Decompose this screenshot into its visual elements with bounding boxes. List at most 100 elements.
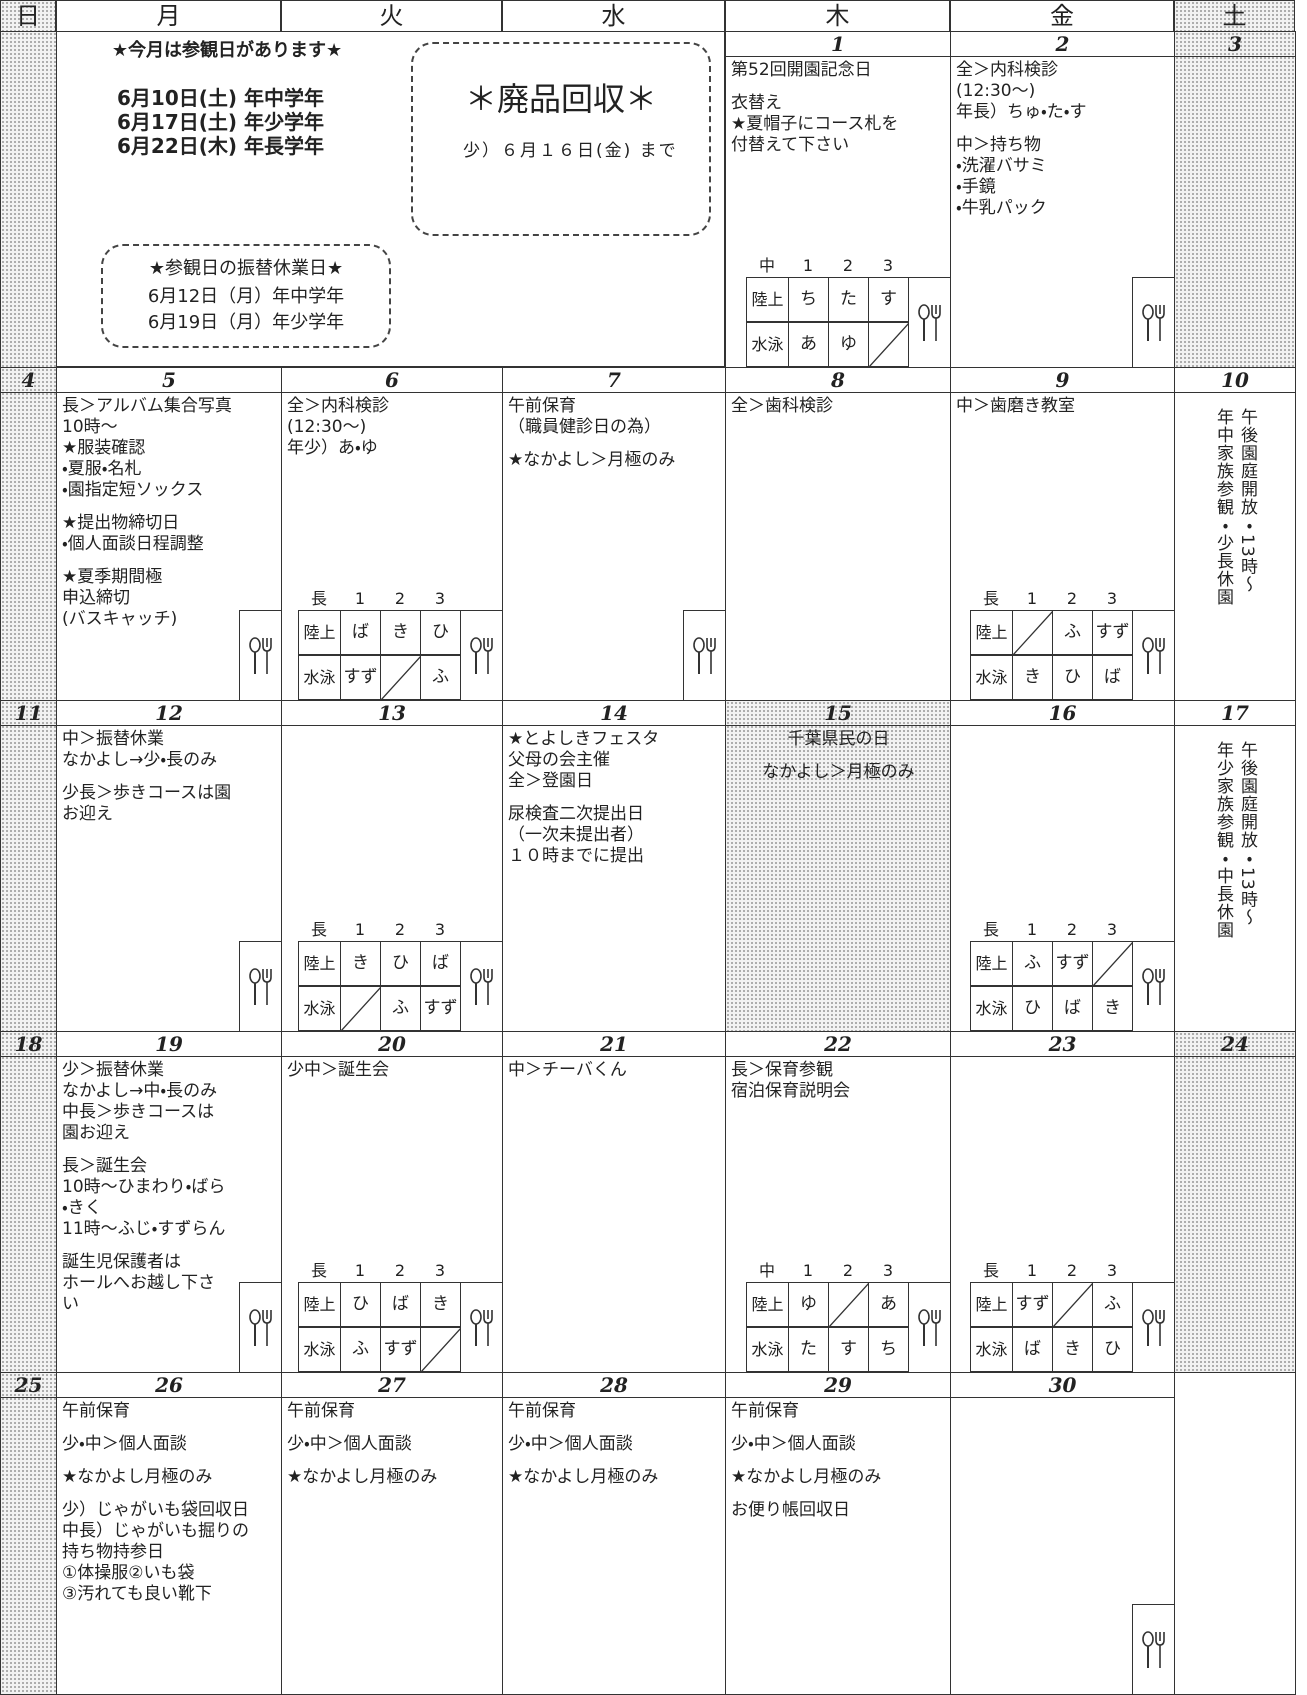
event-group: 千葉県民の日 [731,729,946,750]
event-line: ・夏服・名札 [62,459,142,479]
slash [381,656,421,700]
lunch-box [239,941,281,1031]
vertical-notes: 年中家族参観・少長休園 午後園庭開放・13時〜 [1175,408,1295,606]
vertical-line: 年少家族参観・中長休園 [1213,741,1233,939]
schedule-cell: ふ [1052,610,1093,655]
event-line: ★とよしきフェスタ [508,729,660,749]
event-group: 中＞歯磨き教室 [956,396,1170,417]
day-events: 中＞歯磨き教室 [956,396,1170,429]
event-line: 午前保育 [508,1401,576,1421]
event-line: 長＞保育参観 [731,1060,833,1080]
date-number: 1 [726,32,950,57]
schedule-col: 2 [394,589,406,608]
event-group: 少・中＞個人面談 [508,1434,721,1455]
substitute-box: ★参観日の振替休業日★ 6月12日（月）年中学年 6月19日（月）年少学年 [101,244,391,348]
event-group: 全＞内科検診 (12:30〜) 年長）ちゅ・た・す [956,60,1170,123]
schedule-col: 3 [1106,1261,1118,1280]
event-line: 少・中＞個人面談 [508,1434,633,1454]
day-cell: 6 全＞内科検診 (12:30〜) 年少）あ・ゆ長 1 2 3 陸上ばきひ水泳 すずふ [281,367,503,701]
schedule-slash [868,322,909,367]
swim-schedule: 長 1 2 3 陸上 すずふ水泳ばきひ [970,1260,1133,1372]
schedule-row-label: 陸上 [298,610,341,655]
schedule-col: 2 [1066,589,1078,608]
schedule-cell: すず [1052,941,1093,986]
schedule-col: 2 [842,1261,854,1280]
event-line: 午前保育 [62,1401,130,1421]
event-line: 11時〜ふじ・すずらん [62,1219,226,1239]
schedule-row-label: 陸上 [746,1282,789,1327]
schedule-slash [828,1282,869,1327]
notice-area: ★今月は参観日があります★ 6月10日(土) 年中学年 6月17日(土) 年少学年 6… [56,31,725,367]
cutlery-icon [1141,967,1165,1005]
weekday-header: 木 [725,0,950,32]
event-line: 尿検査二次提出日 [508,804,644,824]
schedule-cell: き [340,941,381,986]
date-number: 20 [282,1032,502,1057]
schedule-row-label: 陸上 [298,941,341,986]
event-group: 全＞歯科検診 [731,396,946,417]
event-group: 中＞チーバくん [508,1060,721,1081]
cutlery-icon [248,636,272,674]
schedule-grade: 長 [982,1261,999,1280]
day-events: ★とよしきフェスタ 父母の会主催 全＞登園日 尿検査二次提出日 （一次未提出者） １０時ま… [508,729,721,879]
event-group: 午前保育 [731,1401,946,1422]
date-number: 26 [57,1373,281,1398]
lunch-box [683,610,725,700]
schedule-cell: ひ [420,610,461,655]
schedule-row-label: 水泳 [746,1327,789,1372]
event-group: ★とよしきフェスタ 父母の会主催 全＞登園日 [508,729,721,792]
slash [1013,611,1053,655]
day-cell: 28 午前保育 少・中＞個人面談 ★なかよし月極のみ [502,1372,726,1695]
schedule-row-label: 水泳 [970,1327,1013,1372]
event-line: お迎え [62,804,113,824]
schedule-cell: すず [1012,1282,1053,1327]
event-line: 年長）ちゅ・た・す [956,102,1087,122]
schedule-grade: 長 [310,1261,327,1280]
date-number: 23 [951,1032,1174,1057]
date-number: 25 [1,1373,56,1398]
event-line: ★夏季期間極 [62,567,163,587]
event-group: ★なかよし月極のみ [731,1467,946,1488]
date-number: 18 [1,1032,56,1057]
day-cell [1174,1372,1296,1695]
schedule-row-label: 水泳 [970,986,1013,1031]
event-group: ★提出物締切日 ・個人面談日程調整 [62,513,277,555]
day-cell: 23 長 1 2 3 陸上 すずふ水泳ばきひ [950,1031,1175,1373]
day-cell: 17 年少家族参観・中長休園 午後園庭開放・13時〜 [1174,700,1296,1032]
event-line: 園お迎え [62,1123,130,1143]
event-group: 少中＞誕生会 [287,1060,498,1081]
schedule-cell: ば [1012,1327,1053,1372]
day-cell: 5 長＞アルバム集合写真 10時〜 ★服装確認 ・夏服・名札 ・園指定短ソックス ★提出物締… [56,367,282,701]
date-number: 13 [282,701,502,726]
event-line: 中＞チーバくん [508,1060,627,1080]
schedule-col: 3 [1106,589,1118,608]
lunch-box [908,1282,950,1372]
event-line: 父母の会主催 [508,750,610,770]
date-number: 2 [951,32,1174,57]
substitute-line: 6月19日（月）年少学年 [147,312,345,333]
event-line: （職員健診日の為） [508,417,661,437]
schedule-cell: ば [1092,655,1133,700]
schedule-col: 1 [354,920,366,939]
lunch-box [908,277,950,367]
cutlery-icon [917,1308,941,1346]
cutlery-icon [1141,636,1165,674]
event-line: ★提出物締切日 [62,513,180,533]
day-cell: 11 [0,700,57,1032]
date-number: 19 [57,1032,281,1057]
swim-schedule: 長 1 2 3 陸上ふすず 水泳ひばき [970,919,1133,1031]
schedule-slash [1012,610,1053,655]
schedule-row-label: 水泳 [970,655,1013,700]
event-line: 長＞アルバム集合写真 [62,396,232,416]
event-group: ★なかよし月極のみ [62,1467,277,1488]
swim-schedule: 長 1 2 3 陸上ふすず 水泳きひば [970,588,1133,700]
day-cell: 2 全＞内科検診 (12:30〜) 年長）ちゅ・た・す 中＞持ち物 ・洗濯バサミ ・手鏡 ・牛… [950,31,1175,368]
event-group: 午前保育 [287,1401,498,1422]
day-events: 午前保育 少・中＞個人面談 ★なかよし月極のみ お便り帳回収日 [731,1401,946,1533]
recycle-text: 少）６月１６日(金) まで [463,141,678,161]
schedule-grade: 長 [310,589,327,608]
day-cell: 29 午前保育 少・中＞個人面談 ★なかよし月極のみ お便り帳回収日 [725,1372,951,1695]
schedule-col: 2 [1066,920,1078,939]
day-cell: 1 第52回開園記念日 衣替え ★夏帽子にコース札を 付替えて下さい中 1 2 3 陸上ちたす水… [725,31,951,368]
cutlery-icon [917,303,941,341]
